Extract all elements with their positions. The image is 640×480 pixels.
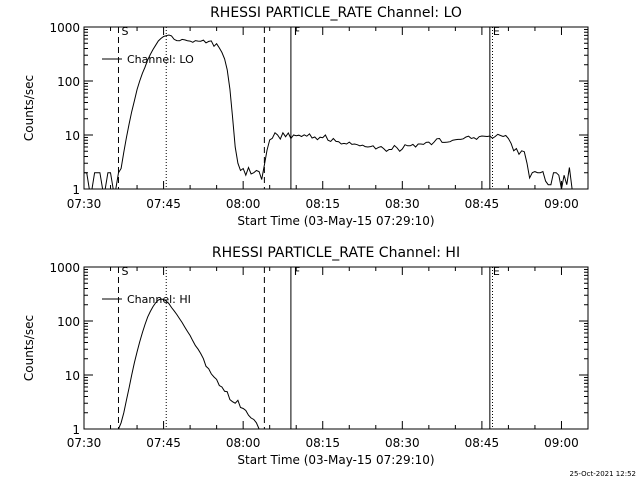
- legend-label: Channel: LO: [127, 53, 194, 66]
- x-tick-label: 09:00: [544, 436, 579, 450]
- x-tick-label: 08:30: [385, 436, 420, 450]
- event-marker-label: F: [294, 265, 300, 278]
- x-axis-label: Start Time (03-May-15 07:29:10): [237, 214, 434, 228]
- y-tick-label: 1: [72, 423, 80, 437]
- event-marker-label: E: [493, 25, 500, 38]
- x-tick-label: 07:45: [146, 197, 181, 211]
- legend-label: Channel: HI: [127, 293, 191, 306]
- x-tick-label: 07:30: [67, 197, 102, 211]
- plot-frame: [83, 266, 589, 430]
- y-axis-label: Counts/sec: [22, 315, 36, 381]
- x-tick-label: 08:00: [226, 197, 261, 211]
- y-axis-label: Counts/sec: [22, 75, 36, 141]
- x-tick-label: 08:15: [305, 197, 340, 211]
- event-marker-label: S: [121, 265, 128, 278]
- chart-title: RHESSI PARTICLE_RATE Channel: HI: [212, 245, 460, 261]
- chart-panel-hi: RHESSI PARTICLE_RATE Channel: HI 07:30 07:…: [22, 245, 589, 467]
- y-tick-label: 1000: [49, 261, 80, 275]
- x-tick-label: 07:45: [146, 436, 181, 450]
- data-line-lo: [84, 34, 588, 190]
- event-marker-label: S: [121, 25, 128, 38]
- y-tick-label: 10: [65, 129, 80, 143]
- x-tick-label: 08:30: [385, 197, 420, 211]
- y-tick-label: 1000: [49, 21, 80, 35]
- y-tick-label: 10: [65, 369, 80, 383]
- plot-frame: [83, 26, 589, 190]
- x-tick-label: 08:45: [465, 197, 500, 211]
- x-tick-label: 07:30: [67, 436, 102, 450]
- y-tick-label: 100: [57, 315, 80, 329]
- x-tick-label: 08:45: [465, 436, 500, 450]
- x-axis-label: Start Time (03-May-15 07:29:10): [237, 453, 434, 467]
- data-line-hi: [118, 298, 260, 430]
- x-tick-label: 08:15: [305, 436, 340, 450]
- x-tick-label: 09:00: [544, 197, 579, 211]
- chart-title: RHESSI PARTICLE_RATE Channel: LO: [210, 5, 462, 21]
- event-marker-label: E: [493, 265, 500, 278]
- x-tick-label: 08:00: [226, 436, 261, 450]
- chart-panel-lo: RHESSI PARTICLE_RATE Channel: LO 07:30 07:…: [22, 5, 589, 228]
- y-tick-label: 100: [57, 75, 80, 89]
- event-marker-label: F: [294, 25, 300, 38]
- timestamp-label: 25-Oct-2021 12:52: [570, 470, 636, 478]
- y-tick-label: 1: [72, 183, 80, 197]
